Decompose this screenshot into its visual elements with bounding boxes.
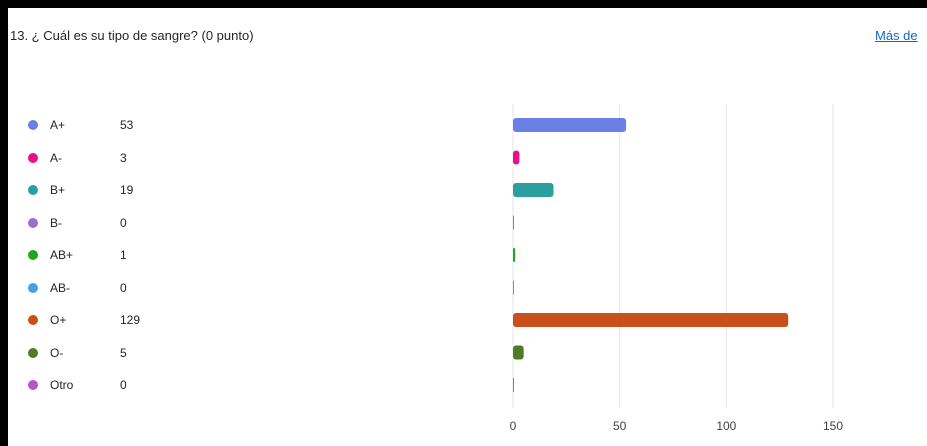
legend-label: B+ — [50, 183, 66, 197]
legend-count: 0 — [120, 215, 127, 230]
legend-count: 5 — [120, 345, 127, 360]
legend-dot-icon — [28, 380, 38, 390]
bar-A-[interactable] — [513, 150, 520, 165]
x-tick-label: 50 — [613, 419, 627, 433]
x-tick-label: 100 — [716, 419, 736, 433]
legend-label: O+ — [50, 313, 67, 327]
legend-dot-icon — [28, 282, 38, 293]
legend-count: 19 — [120, 183, 134, 197]
more-details-link[interactable]: Más de — [875, 28, 918, 43]
bar-AB-[interactable] — [513, 280, 514, 295]
bar-A+[interactable] — [513, 118, 627, 132]
survey-question-card — [8, 8, 927, 446]
question-title: 13. ¿ Cuál es su tipo de sangre? (0 punt… — [10, 28, 254, 43]
bar-Otro[interactable] — [513, 378, 514, 392]
bar-AB+[interactable] — [513, 248, 516, 262]
x-tick-label: 150 — [823, 419, 843, 433]
legend-label: Otro — [50, 378, 74, 392]
x-tick-label: 0 — [510, 419, 517, 433]
legend-count: 0 — [120, 280, 127, 295]
legend-label: AB- — [50, 280, 71, 295]
bar-O-[interactable] — [513, 345, 524, 360]
legend-dot-icon — [28, 120, 38, 130]
legend-dot-icon — [28, 347, 38, 358]
legend-label: AB+ — [50, 248, 74, 262]
legend-dot-icon — [28, 250, 38, 260]
legend-count: 3 — [120, 150, 127, 165]
bar-O+[interactable] — [513, 313, 789, 327]
bar-B+[interactable] — [513, 183, 554, 197]
legend-count: 0 — [120, 378, 127, 392]
legend-dot-icon — [28, 217, 38, 228]
legend-dot-icon — [28, 152, 38, 163]
legend-count: 53 — [120, 118, 134, 132]
legend-dot-icon — [28, 315, 38, 325]
legend-label: O- — [50, 345, 64, 360]
legend-label: A+ — [50, 118, 66, 132]
legend-count: 129 — [120, 313, 141, 327]
legend-label: A- — [50, 150, 62, 165]
bar-B-[interactable] — [513, 215, 514, 230]
legend-count: 1 — [120, 248, 127, 262]
legend-dot-icon — [28, 185, 38, 195]
legend-label: B- — [50, 215, 62, 230]
